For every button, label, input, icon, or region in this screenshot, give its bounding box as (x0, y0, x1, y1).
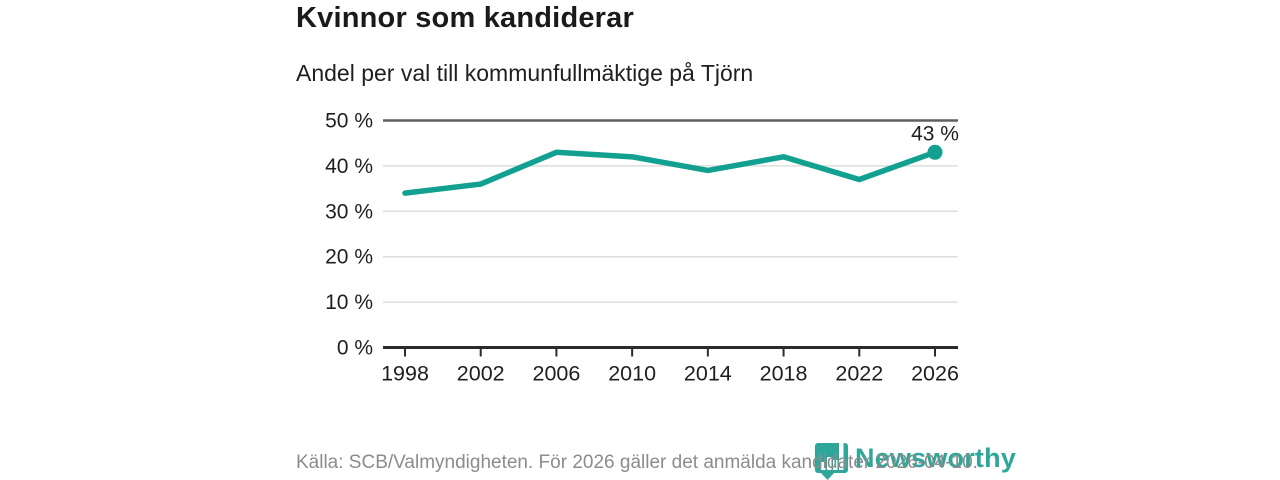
x-tick-label: 2002 (457, 362, 505, 386)
data-line (402, 149, 938, 196)
chart-subtitle: Andel per val till kommunfullmäktige på … (296, 60, 754, 86)
y-tick-label: 40 % (325, 155, 373, 178)
source-note: Källa: SCB/Valmyndigheten. För 2026 gäll… (296, 452, 978, 473)
chart-title: Kvinnor som kandiderar (296, 2, 634, 34)
x-tick-label: 2010 (608, 362, 656, 386)
x-tick-label: 2026 (911, 362, 959, 386)
bar-chart-bubble-icon (815, 441, 848, 480)
y-tick-label: 20 % (325, 246, 373, 269)
last-point-value-label: 43 % (911, 122, 959, 145)
newsworthy-logo[interactable]: Newsworthy (813, 441, 1016, 480)
x-tick-label: 1998 (381, 362, 429, 386)
x-tick-label: 2014 (684, 362, 732, 386)
y-tick-label: 10 % (325, 291, 373, 314)
x-tick-label: 2018 (760, 362, 808, 386)
y-tick-label: 0 % (337, 337, 373, 360)
y-tick-label: 50 % (325, 110, 373, 133)
y-tick-label: 30 % (325, 200, 373, 223)
newsworthy-wordmark: Newsworthy (855, 443, 1017, 473)
x-tick-label: 2006 (533, 362, 581, 386)
x-tick-label: 2022 (835, 362, 883, 386)
last-point-marker (927, 144, 943, 160)
